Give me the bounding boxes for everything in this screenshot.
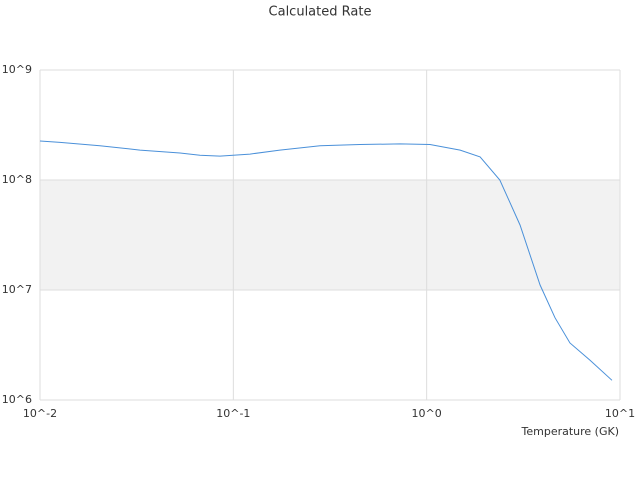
line (39, 140, 613, 381)
y-tick-label: 10^7 (2, 283, 32, 296)
x-tick-label: 10^0 (412, 407, 442, 420)
x-tick-label: 10^-2 (23, 407, 57, 420)
grid-band (40, 180, 620, 290)
y-tick-label: 10^9 (2, 63, 32, 76)
chart-title: Calculated Rate (269, 5, 372, 20)
y-tick-label: 10^8 (2, 173, 32, 186)
x-tick-label: 10^1 (605, 407, 635, 420)
x-axis-label: Temperature (GK) (521, 425, 620, 438)
y-tick-label: 10^6 (2, 393, 32, 406)
x-tick-label: 10^-1 (216, 407, 250, 420)
